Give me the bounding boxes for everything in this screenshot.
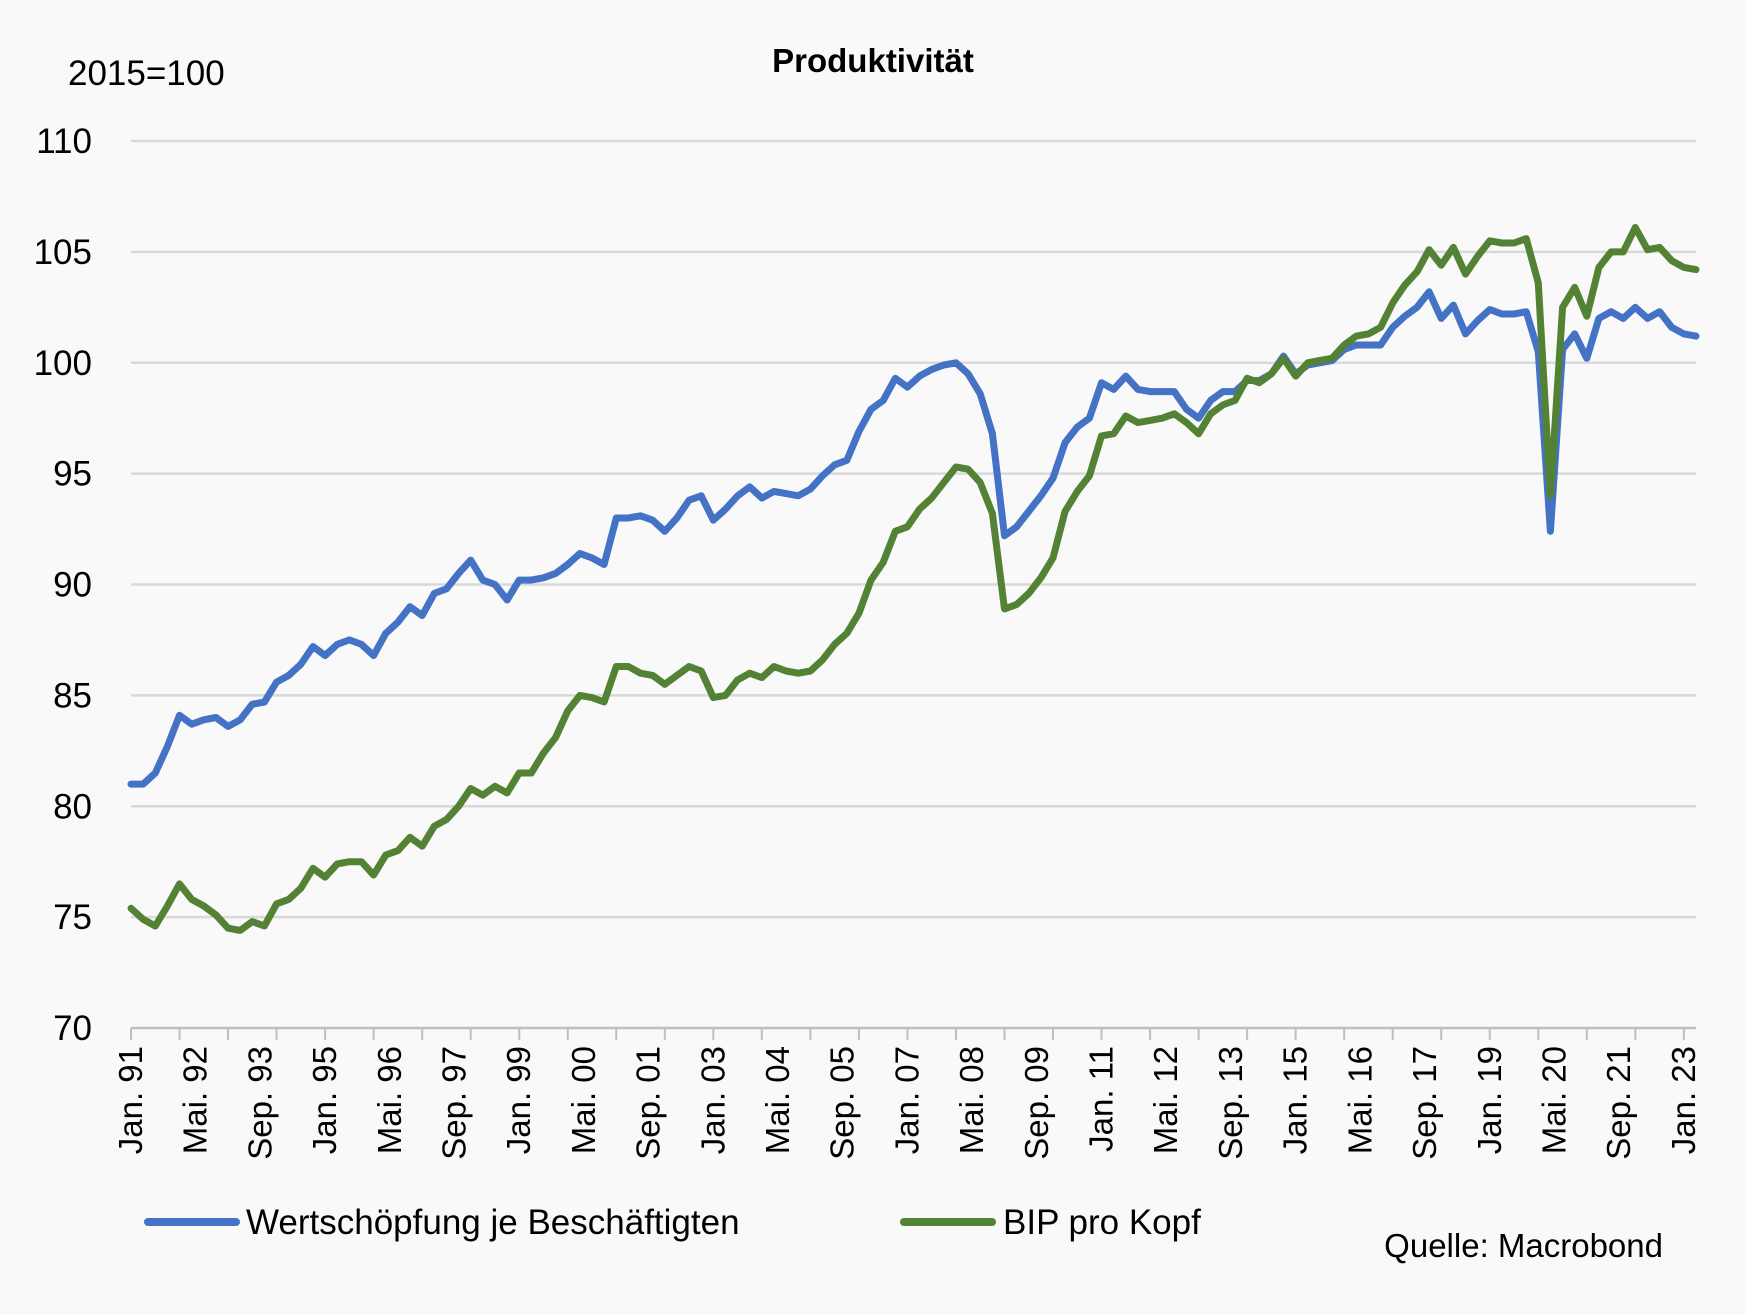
- x-tick-label: Sep. 09: [1018, 1046, 1055, 1160]
- y-tick-label: 105: [34, 233, 92, 272]
- x-tick-label: Sep. 05: [824, 1046, 861, 1160]
- y-tick-label: 95: [53, 455, 92, 494]
- x-axis: Jan. 91 Mai. 92 Sep. 93 Jan. 95 Mai. 96 Sep. …: [112, 1026, 1702, 1160]
- x-tick-label: Sep. 01: [630, 1046, 667, 1160]
- x-tick-label: Jan. 91: [112, 1046, 149, 1154]
- x-tick-label: Sep. 13: [1212, 1046, 1249, 1160]
- x-tick-label: Jan. 11: [1083, 1046, 1120, 1152]
- y-tick-label: 80: [53, 787, 92, 826]
- y-tick-label: 85: [53, 676, 92, 715]
- x-tick-label: Jan. 23: [1665, 1046, 1702, 1154]
- gridlines: [131, 139, 1696, 919]
- x-tick-label: Mai. 12: [1147, 1046, 1184, 1154]
- x-tick-label: Mai. 96: [371, 1046, 408, 1154]
- series-line-wertschoepfung: [127, 288, 1700, 788]
- x-tick-label: Sep. 93: [241, 1046, 278, 1160]
- x-tick-label: Mai. 20: [1535, 1046, 1572, 1154]
- x-tick-label: Mai. 08: [953, 1046, 990, 1154]
- x-tick-label: Jan. 95: [306, 1046, 343, 1154]
- x-tick-label: Jan. 07: [888, 1046, 925, 1154]
- legend-label-bip: BIP pro Kopf: [1003, 1203, 1201, 1242]
- x-tick-label: Jan. 99: [500, 1046, 537, 1154]
- x-tick-label: Mai. 04: [759, 1046, 796, 1154]
- y-tick-label: 110: [36, 122, 92, 161]
- x-tick-label: Sep. 97: [436, 1046, 473, 1160]
- y-axis-ticks: 70 75 80 85 90 95 100 105 110: [34, 122, 92, 1048]
- x-tick-label: Jan. 03: [694, 1046, 731, 1154]
- y-tick-label: 75: [53, 898, 92, 937]
- y-tick-label: 100: [34, 344, 92, 383]
- x-tick-label: Mai. 16: [1341, 1046, 1378, 1154]
- chart-title: Produktivität: [772, 42, 974, 79]
- x-tick-label: Mai. 92: [177, 1046, 214, 1154]
- x-tick-label: Jan. 15: [1277, 1046, 1314, 1154]
- x-tick-label: Sep. 17: [1406, 1046, 1443, 1160]
- y-tick-label: 70: [53, 1009, 92, 1048]
- x-tick-label: Sep. 21: [1600, 1046, 1637, 1160]
- legend-label-wertschoepfung: Wertschöpfung je Beschäftigten: [246, 1203, 740, 1242]
- y-unit-label: 2015=100: [68, 54, 225, 93]
- y-tick-label: 90: [53, 566, 92, 605]
- source-note: Quelle: Macrobond: [1384, 1227, 1663, 1264]
- series-line-bip: [127, 224, 1700, 934]
- legend: Wertschöpfung je Beschäftigten BIP pro K…: [144, 1203, 1201, 1242]
- x-tick-label: Mai. 00: [565, 1046, 602, 1154]
- x-tick-label: Jan. 19: [1471, 1046, 1508, 1154]
- series-lines: [127, 224, 1700, 934]
